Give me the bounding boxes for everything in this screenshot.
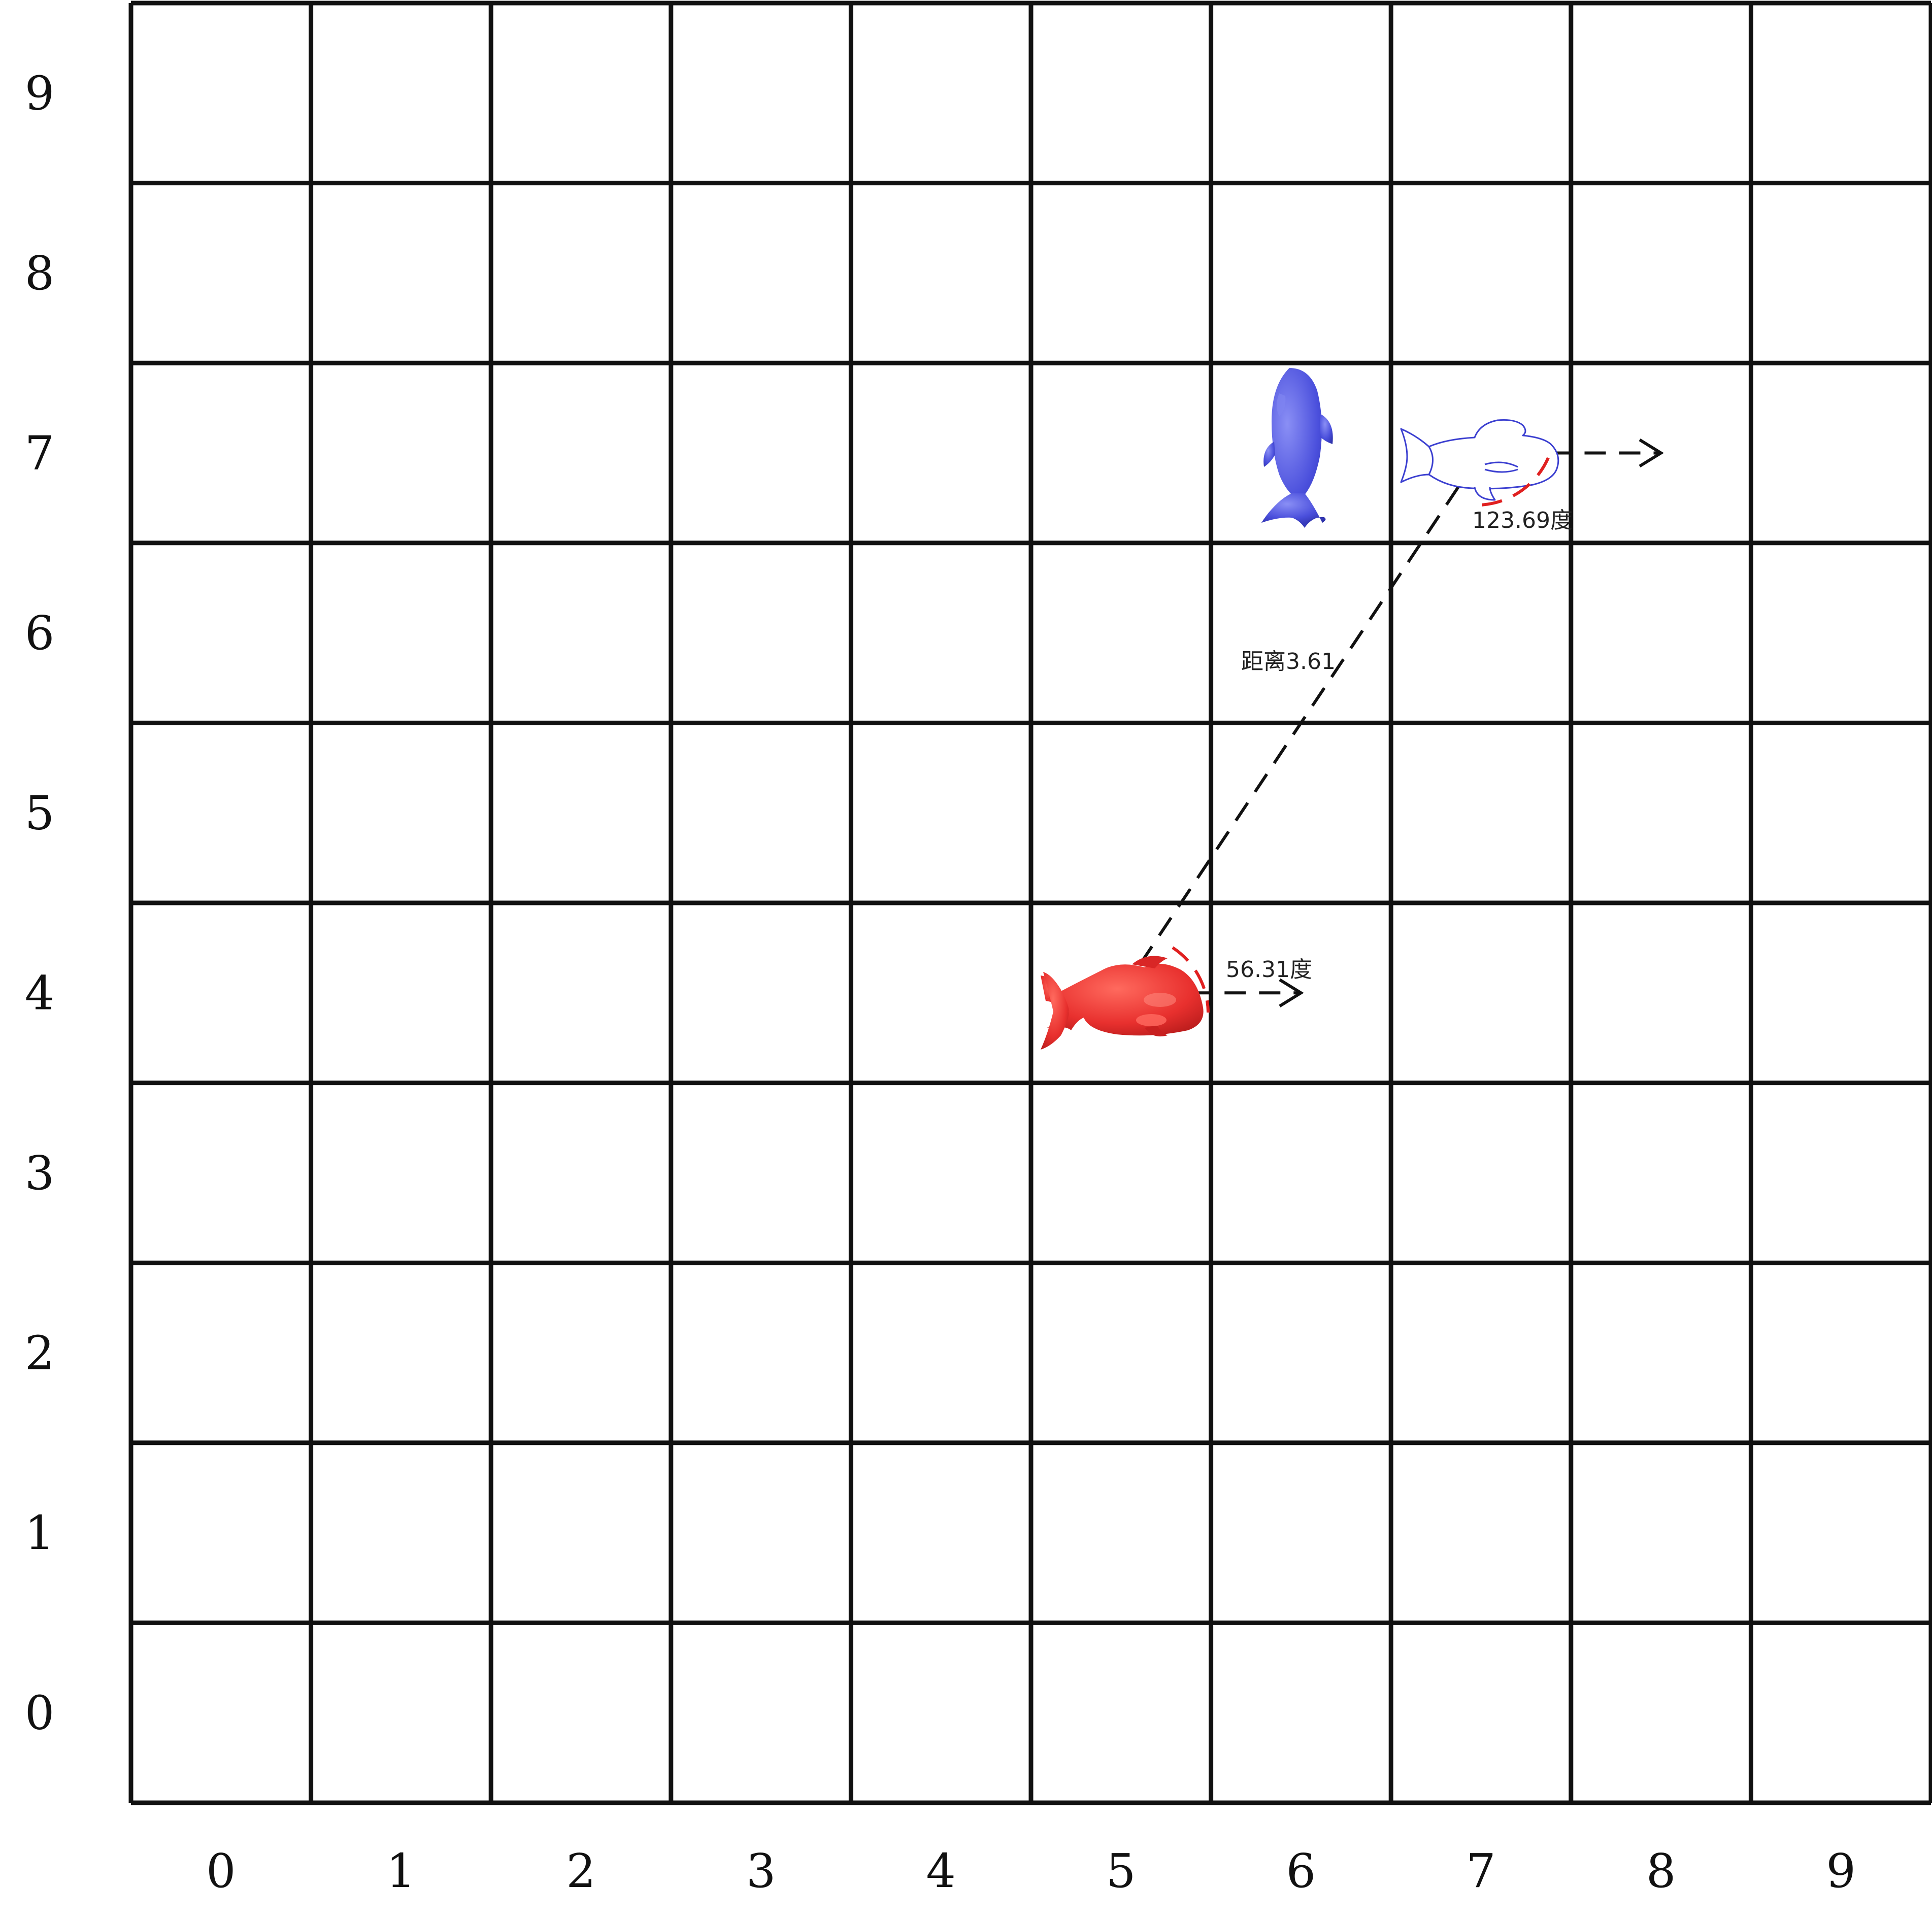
red-fish-icon	[1041, 956, 1204, 1050]
outline-fish-piece[interactable]	[1400, 419, 1559, 501]
y-axis-label: 9	[25, 66, 55, 120]
distance-label: 距离3.61	[1241, 649, 1336, 675]
x-axis-label: 8	[1646, 1844, 1676, 1898]
angle-label-target: 123.69度	[1472, 508, 1573, 533]
red-fish-piece[interactable]	[1041, 956, 1204, 1050]
angle-label-red: 56.31度	[1226, 957, 1312, 983]
distance-connector-line	[1119, 452, 1482, 994]
x-axis-label: 2	[566, 1844, 596, 1898]
y-axis-label: 5	[25, 786, 55, 840]
x-axis-label: 7	[1466, 1844, 1496, 1898]
blue-fish-icon	[1261, 368, 1333, 528]
y-axis-label: 1	[25, 1506, 55, 1560]
y-axis-label: 2	[25, 1326, 55, 1381]
y-axis-label: 6	[25, 606, 55, 660]
outline-fish-icon	[1400, 419, 1559, 501]
x-axis-label: 0	[206, 1844, 236, 1898]
x-axis-labels: 0 1 2 3 4 5 6 7 8 9	[206, 1844, 1856, 1898]
x-axis-label: 5	[1106, 1844, 1136, 1898]
y-axis-label: 4	[25, 966, 55, 1020]
blue-fish-piece[interactable]	[1261, 368, 1333, 528]
x-axis-label: 9	[1826, 1844, 1856, 1898]
y-axis-label: 0	[25, 1686, 55, 1740]
x-axis-label: 4	[926, 1844, 956, 1898]
y-axis-label: 8	[25, 246, 55, 300]
guide-lines	[1119, 438, 1664, 1007]
grid-lines	[128, 1, 1932, 1805]
angle-arc-red	[1172, 946, 1210, 1013]
x-axis-label: 6	[1286, 1844, 1316, 1898]
x-axis-label: 1	[386, 1844, 416, 1898]
y-axis-labels: 0 1 2 3 4 5 6 7 8 9	[25, 66, 55, 1740]
y-axis-label: 3	[25, 1146, 55, 1200]
y-axis-label: 7	[25, 426, 55, 481]
target-direction-arrowhead	[1639, 438, 1664, 468]
red-fish-direction-arrowhead	[1279, 978, 1304, 1007]
x-axis-label: 3	[746, 1844, 776, 1898]
angle-arc-target	[1472, 457, 1550, 507]
